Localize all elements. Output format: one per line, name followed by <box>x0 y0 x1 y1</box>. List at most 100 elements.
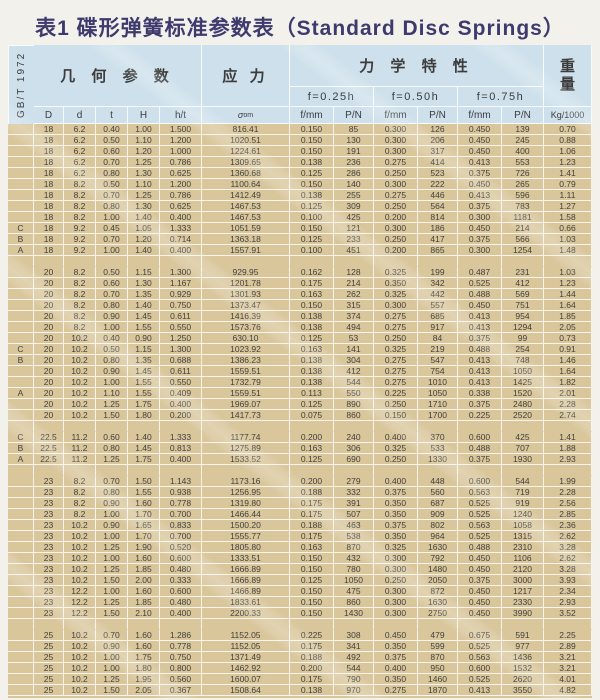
col-sigma: 1100.64 <box>202 179 290 190</box>
col-P3: 3990 <box>502 608 544 619</box>
col-f3: 0.488 <box>458 344 502 355</box>
col-f2: 0.275 <box>374 322 418 333</box>
col-f2: 0.350 <box>374 278 418 289</box>
series-label <box>8 476 34 487</box>
col-h-t: 0.550 <box>160 377 202 388</box>
col-weight: 2.36 <box>544 520 592 531</box>
col-h-t: 1.250 <box>160 333 202 344</box>
col-d: 8.2 <box>64 498 96 509</box>
col-weight <box>544 465 592 476</box>
col-D: 25 <box>34 641 64 652</box>
table-row: 20 8.2 0.80 1.40 0.750 1373.47 0.150 315 0.300 55… <box>8 300 592 311</box>
col-P1 <box>334 619 374 630</box>
col-sigma: 1559.51 <box>202 366 290 377</box>
col-t: 0.70 <box>96 157 128 168</box>
col-P1: 308 <box>334 630 374 641</box>
col-P3: 544 <box>502 476 544 487</box>
col-f1: 0.125 <box>290 454 334 465</box>
col-h-t: 0.400 <box>160 608 202 619</box>
col-d: 9.2 <box>64 223 96 234</box>
col-D: 18 <box>34 179 64 190</box>
col-sigma: 1417.73 <box>202 410 290 421</box>
col-P1: 391 <box>334 498 374 509</box>
col-H: 1.55 <box>128 377 160 388</box>
col-sigma: 1555.77 <box>202 531 290 542</box>
table-row: C 18 9.2 0.45 1.05 1.333 1051.59 0.150 121 0.300 1… <box>8 223 592 234</box>
weight-char-2: 量 <box>559 75 575 93</box>
col-f3: 0.488 <box>458 542 502 553</box>
col-sigma: 1023.92 <box>202 344 290 355</box>
col-f2: 0.300 <box>374 179 418 190</box>
col-P3: 726 <box>502 168 544 179</box>
col-P1: 494 <box>334 322 374 333</box>
col-P2: 685 <box>418 311 458 322</box>
col-f3: 0.563 <box>458 487 502 498</box>
col-h-t: 0.600 <box>160 553 202 564</box>
col-f1: 0.188 <box>290 487 334 498</box>
table-row: 18 8.2 0.70 1.25 0.786 1412.49 0.138 255 0.275 44… <box>8 190 592 201</box>
col-f1: 0.113 <box>290 388 334 399</box>
col-t: 1.50 <box>96 575 128 586</box>
col-h-t: 1.500 <box>160 124 202 135</box>
col-weight: 2.62 <box>544 553 592 564</box>
col-header-weight: Kg/1000 <box>544 107 592 124</box>
col-H: 1.35 <box>128 355 160 366</box>
table-row: 18 6.2 0.80 1.30 0.625 1360.68 0.125 286 0.250 52… <box>8 168 592 179</box>
col-P1: 214 <box>334 278 374 289</box>
col-P3: 719 <box>502 487 544 498</box>
series-label <box>8 608 34 619</box>
series-label: A <box>8 454 34 465</box>
col-h-t: 0.700 <box>160 531 202 542</box>
col-H: 1.85 <box>128 564 160 575</box>
col-f1: 0.175 <box>290 641 334 652</box>
col-t: 0.50 <box>96 179 128 190</box>
series-label <box>8 201 34 212</box>
col-P3: 591 <box>502 630 544 641</box>
col-sigma: 1416.39 <box>202 311 290 322</box>
col-weight: 2.74 <box>544 410 592 421</box>
col-weight: 1.23 <box>544 157 592 168</box>
col-P2: 442 <box>418 289 458 300</box>
col-D: 23 <box>34 553 64 564</box>
col-sigma: 1500.20 <box>202 520 290 531</box>
col-header-sigma: σ om <box>202 107 290 124</box>
col-sigma: 1386.23 <box>202 355 290 366</box>
col-H: 1.15 <box>128 267 160 278</box>
load-point-025h: f=0.25h <box>290 87 374 107</box>
col-f2: 0.300 <box>374 146 418 157</box>
col-weight: 1.85 <box>544 311 592 322</box>
col-d: 10.2 <box>64 575 96 586</box>
col-f2: 0.325 <box>374 443 418 454</box>
col-P3: 707 <box>502 443 544 454</box>
col-weight: 2.28 <box>544 487 592 498</box>
series-label <box>8 135 34 146</box>
col-f1: 0.200 <box>290 663 334 674</box>
col-P2: 792 <box>418 553 458 564</box>
series-label <box>8 311 34 322</box>
col-f2 <box>374 421 418 432</box>
col-D: 25 <box>34 685 64 696</box>
table-row: 23 12.2 1.00 1.60 0.600 1466.89 0.150 475 0.300 8… <box>8 586 592 597</box>
col-h-t: 0.800 <box>160 663 202 674</box>
series-label <box>8 663 34 674</box>
col-f1: 0.188 <box>290 652 334 663</box>
col-P2: 317 <box>418 146 458 157</box>
series-label <box>8 575 34 586</box>
col-H: 2.10 <box>128 608 160 619</box>
col-weight: 1.06 <box>544 146 592 157</box>
table-row: B 22.5 11.2 0.80 1.45 0.813 1275.89 0.163 306 0.3… <box>8 443 592 454</box>
col-H: 1.40 <box>128 300 160 311</box>
col-D: 18 <box>34 135 64 146</box>
col-f2: 0.375 <box>374 520 418 531</box>
col-f3: 0.525 <box>458 509 502 520</box>
col-weight: 2.05 <box>544 322 592 333</box>
col-P1: 309 <box>334 201 374 212</box>
series-label <box>8 630 34 641</box>
series-label <box>8 333 34 344</box>
col-f3: 0.413 <box>458 377 502 388</box>
col-f1: 0.175 <box>290 509 334 520</box>
col-P3: 2330 <box>502 597 544 608</box>
col-sigma: 1600.07 <box>202 674 290 685</box>
col-d: 8.2 <box>64 300 96 311</box>
col-D <box>34 619 64 630</box>
